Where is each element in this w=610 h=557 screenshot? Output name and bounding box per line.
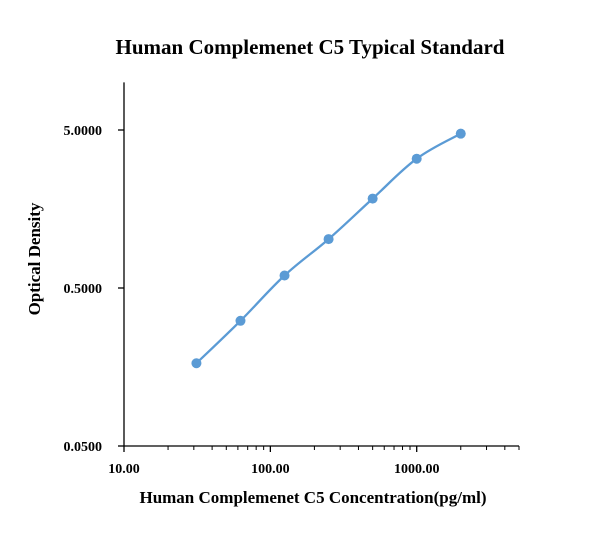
axes: 0.0500 0.5000 5.0000 10.00 100.00 1000.00 xyxy=(64,82,520,477)
data-point xyxy=(323,234,334,245)
x-axis-label: Human Complemenet C5 Concentration(pg/ml… xyxy=(139,488,486,507)
y-tick-label: 0.0500 xyxy=(64,440,103,455)
series-layer xyxy=(191,128,466,369)
data-point xyxy=(235,315,246,326)
series-line xyxy=(195,132,462,365)
data-point xyxy=(279,270,290,281)
y-axis-label: Optical Density xyxy=(25,202,44,315)
data-point xyxy=(455,128,466,139)
x-tick-label: 100.00 xyxy=(251,462,290,477)
x-tick-label: 1000.00 xyxy=(394,462,440,477)
data-point xyxy=(411,153,422,164)
x-tick-label: 10.00 xyxy=(108,462,140,477)
data-point xyxy=(367,193,378,204)
y-tick-label: 5.0000 xyxy=(64,124,103,139)
chart-title: Human Complemenet C5 Typical Standard xyxy=(116,35,505,59)
data-point xyxy=(191,358,202,369)
y-tick-label: 0.5000 xyxy=(64,282,103,297)
